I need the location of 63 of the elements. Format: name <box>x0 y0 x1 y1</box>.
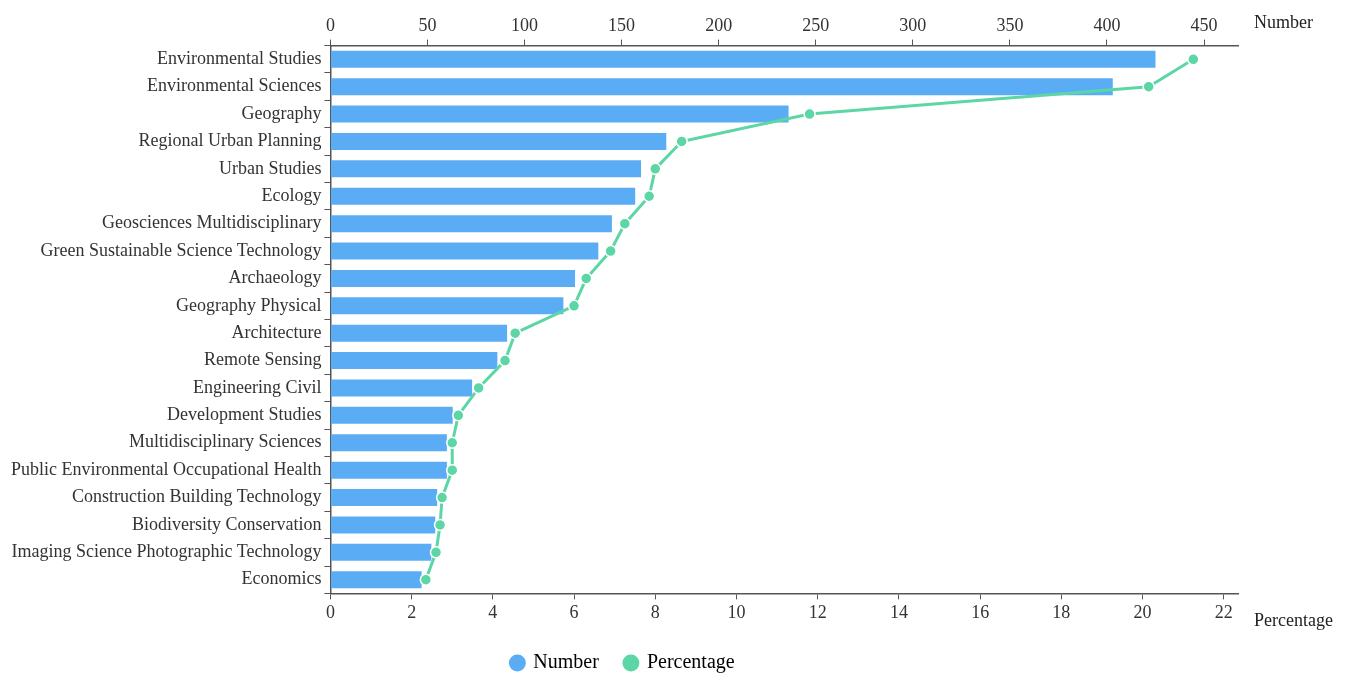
y-tick-label: Engineering Civil <box>192 376 322 397</box>
y-tick-label: Environmental Sciences <box>146 75 322 96</box>
y-tick-label: Multidisciplinary Sciences <box>128 431 322 452</box>
y-tick-label: Geosciences Multidisciplinary <box>101 212 322 233</box>
point <box>445 463 459 477</box>
y-tick-label: Biodiversity Conservation <box>131 513 322 534</box>
point <box>433 518 447 532</box>
x2-tick-label: 200 <box>705 14 733 35</box>
x-tick-label: 22 <box>1214 601 1233 622</box>
y-tick-label: Regional Urban Planning <box>138 130 322 151</box>
x2-tick-label: 0 <box>325 14 335 35</box>
y-tick-label: Architecture <box>231 321 322 342</box>
point <box>642 190 656 203</box>
point <box>508 326 522 340</box>
x-axis-title: Percentage <box>1254 610 1333 631</box>
y-tick-label: Geography <box>241 102 322 123</box>
x2-tick-label: 50 <box>418 14 437 35</box>
y-tick-label: Urban Studies <box>218 157 322 178</box>
point <box>675 135 688 148</box>
legend-label: Number <box>533 650 600 673</box>
x-tick-label: 0 <box>325 601 335 622</box>
point <box>604 244 617 258</box>
point <box>498 354 512 367</box>
point <box>579 272 593 285</box>
y-tick-label: Green Sustainable Science Technology <box>40 239 322 260</box>
x-tick-label: 8 <box>650 601 660 622</box>
y-tick-label: Economics <box>241 568 322 589</box>
point <box>803 107 816 121</box>
y-tick-label: Imaging Science Photographic Technology <box>11 541 322 562</box>
y-tick-label: Ecology <box>261 184 322 205</box>
x-tick-label: 10 <box>727 601 746 622</box>
y-tick-label: Construction Building Technology <box>72 486 322 507</box>
point <box>445 436 459 450</box>
point <box>429 546 443 559</box>
x2-tick-label: 350 <box>996 14 1024 35</box>
x2-tick-label: 450 <box>1190 14 1218 35</box>
x-tick-label: 20 <box>1133 601 1152 622</box>
point <box>649 162 662 176</box>
y-tick-label: Environmental Studies <box>156 48 322 69</box>
point <box>435 491 449 504</box>
point <box>618 217 632 230</box>
x2-tick-label: 300 <box>899 14 927 35</box>
x-tick-label: 18 <box>1052 601 1071 622</box>
x-tick-label: 4 <box>488 601 498 622</box>
x-tick-label: 12 <box>808 601 827 622</box>
x-tick-label: 14 <box>889 601 908 622</box>
point <box>419 573 433 586</box>
x2-tick-label: 150 <box>608 14 636 35</box>
y-tick-label: Remote Sensing <box>203 349 322 370</box>
x-tick-label: 6 <box>569 601 579 622</box>
point <box>567 299 581 313</box>
y-tick-label: Public Environmental Occupational Health <box>10 458 322 479</box>
legend-label: Percentage <box>646 650 735 674</box>
x-tick-label: 16 <box>971 601 990 622</box>
x-tick-label: 2 <box>407 601 417 622</box>
x2-tick-label: 250 <box>802 14 830 35</box>
x2-tick-label: 100 <box>511 14 539 35</box>
y-tick-label: Geography Physical <box>175 294 322 315</box>
x2-axis-title: Number <box>1254 12 1313 33</box>
point <box>472 381 485 395</box>
y-tick-label: Development Studies <box>166 404 322 425</box>
y-tick-label: Archaeology <box>228 267 322 288</box>
x2-tick-label: 400 <box>1093 14 1121 35</box>
